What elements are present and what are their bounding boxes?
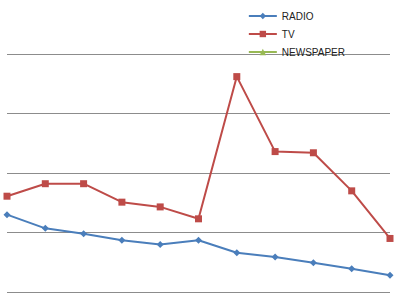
svg-text:RADIO: RADIO (282, 11, 314, 22)
svg-text:NEWSPAPER: NEWSPAPER (282, 47, 345, 58)
svg-text:TV: TV (282, 29, 295, 40)
